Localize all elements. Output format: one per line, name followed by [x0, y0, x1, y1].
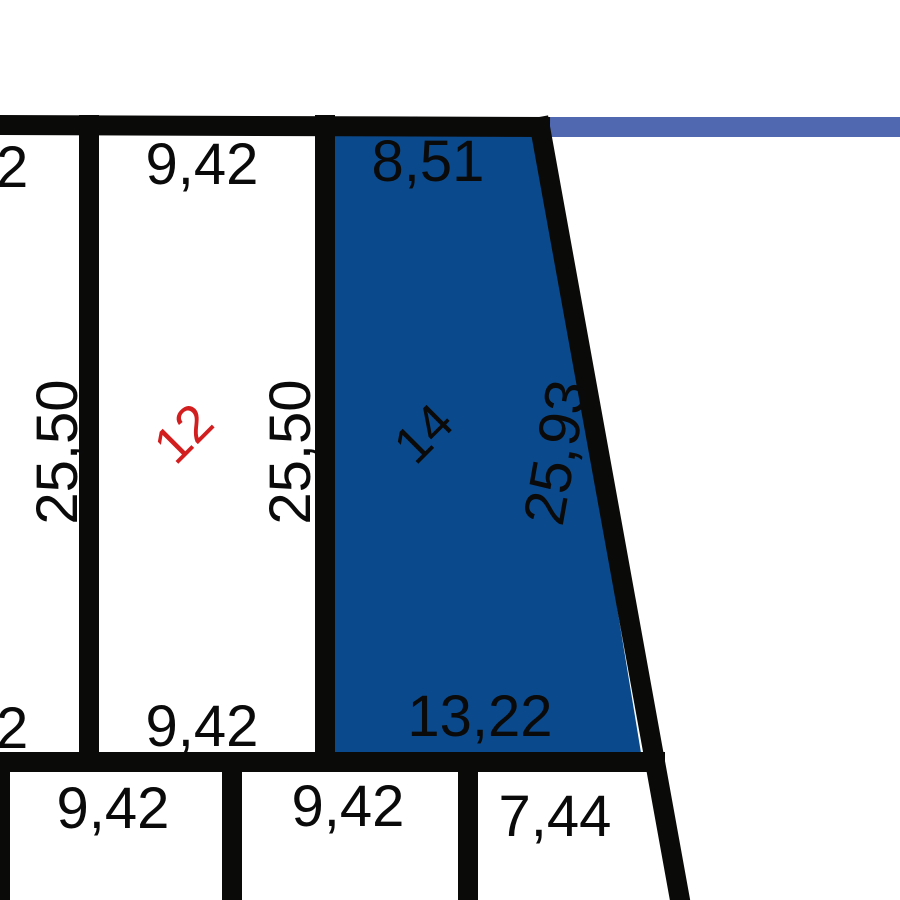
lot-11-top-width: 2 [0, 135, 28, 200]
lot-12-bottom-width: 9,42 [146, 694, 259, 759]
lot-14-bottom-width: 13,22 [407, 684, 552, 749]
lot-12-side-length: 25,50 [258, 379, 323, 524]
lot-11-bottom-width: 2 [0, 696, 28, 761]
lot-lower-2-width: 9,42 [292, 774, 405, 839]
lot-12-top-width: 9,42 [146, 132, 259, 197]
lot-14-parcel[interactable] [330, 125, 642, 759]
lot-lower-1-width: 9,42 [57, 776, 170, 841]
lot-14-top-width: 8,51 [372, 129, 485, 194]
parcel-boundaries [0, 114, 691, 900]
lot-11-side-length: 25,50 [25, 379, 90, 524]
lot-12-number: 12 [143, 393, 225, 475]
lot-lower-3-width: 7,44 [499, 784, 612, 849]
